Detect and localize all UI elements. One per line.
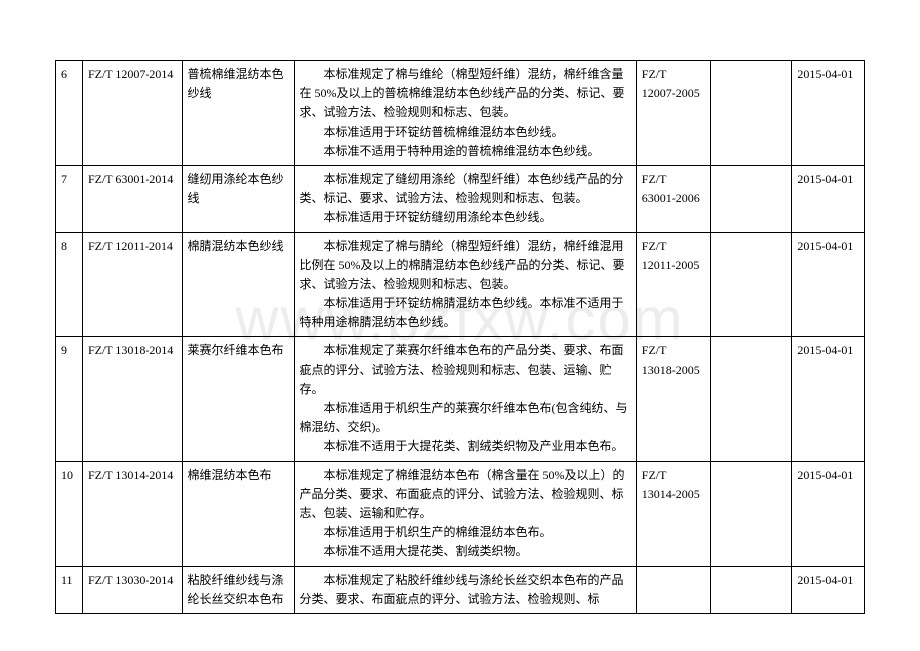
cell-code: FZ/T 13030-2014 (82, 566, 182, 613)
table-row: 9 FZ/T 13018-2014 莱赛尔纤维本色布 本标准规定了莱赛尔纤维本色… (56, 337, 865, 461)
cell-replaced: FZ/T 13014-2005 (636, 461, 711, 566)
cell-name: 粘胶纤维纱线与涤纶长丝交织本色布 (182, 566, 294, 613)
cell-date: 2015-04-01 (792, 566, 865, 613)
cell-name: 普梳棉维混纺本色纱线 (182, 61, 294, 166)
cell-desc: 本标准规定了莱赛尔纤维本色布的产品分类、要求、布面疵点的评分、试验方法、检验规则… (294, 337, 636, 461)
cell-replaced: FZ/T 12011-2005 (636, 232, 711, 337)
cell-date: 2015-04-01 (792, 461, 865, 566)
table-row: 6 FZ/T 12007-2014 普梳棉维混纺本色纱线 本标准规定了棉与维纶（… (56, 61, 865, 166)
standards-table: 6 FZ/T 12007-2014 普梳棉维混纺本色纱线 本标准规定了棉与维纶（… (55, 60, 865, 614)
cell-desc: 本标准规定了棉与维纶（棉型短纤维）混纺，棉纤维含量在 50%及以上的普梳棉维混纺… (294, 61, 636, 166)
cell-idx: 9 (56, 337, 83, 461)
cell-idx: 7 (56, 165, 83, 232)
cell-empty (711, 337, 792, 461)
cell-empty (711, 232, 792, 337)
cell-date: 2015-04-01 (792, 61, 865, 166)
cell-idx: 10 (56, 461, 83, 566)
table-row: 7 FZ/T 63001-2014 缝纫用涤纶本色纱线 本标准规定了缝纫用涤纶（… (56, 165, 865, 232)
cell-name: 缝纫用涤纶本色纱线 (182, 165, 294, 232)
table-body: 6 FZ/T 12007-2014 普梳棉维混纺本色纱线 本标准规定了棉与维纶（… (56, 61, 865, 614)
cell-replaced: FZ/T 63001-2006 (636, 165, 711, 232)
cell-code: FZ/T 12011-2014 (82, 232, 182, 337)
table-row: 8 FZ/T 12011-2014 棉腈混纺本色纱线 本标准规定了棉与腈纶（棉型… (56, 232, 865, 337)
cell-idx: 11 (56, 566, 83, 613)
cell-desc: 本标准规定了棉维混纺本色布（棉含量在 50%及以上）的产品分类、要求、布面疵点的… (294, 461, 636, 566)
cell-date: 2015-04-01 (792, 232, 865, 337)
cell-empty (711, 461, 792, 566)
cell-replaced: FZ/T 13018-2005 (636, 337, 711, 461)
cell-name: 棉腈混纺本色纱线 (182, 232, 294, 337)
cell-empty (711, 165, 792, 232)
table-row: 10 FZ/T 13014-2014 棉维混纺本色布 本标准规定了棉维混纺本色布… (56, 461, 865, 566)
cell-code: FZ/T 63001-2014 (82, 165, 182, 232)
cell-name: 棉维混纺本色布 (182, 461, 294, 566)
cell-replaced (636, 566, 711, 613)
cell-code: FZ/T 12007-2014 (82, 61, 182, 166)
cell-desc: 本标准规定了粘胶纤维纱线与涤纶长丝交织本色布的产品分类、要求、布面疵点的评分、试… (294, 566, 636, 613)
table-row: 11 FZ/T 13030-2014 粘胶纤维纱线与涤纶长丝交织本色布 本标准规… (56, 566, 865, 613)
cell-desc: 本标准规定了棉与腈纶（棉型短纤维）混纺，棉纤维混用比例在 50%及以上的棉腈混纺… (294, 232, 636, 337)
cell-empty (711, 566, 792, 613)
cell-date: 2015-04-01 (792, 165, 865, 232)
cell-name: 莱赛尔纤维本色布 (182, 337, 294, 461)
cell-idx: 6 (56, 61, 83, 166)
cell-code: FZ/T 13018-2014 (82, 337, 182, 461)
cell-idx: 8 (56, 232, 83, 337)
cell-date: 2015-04-01 (792, 337, 865, 461)
cell-replaced: FZ/T 12007-2005 (636, 61, 711, 166)
cell-desc: 本标准规定了缝纫用涤纶（棉型纤维）本色纱线产品的分类、标记、要求、试验方法、检验… (294, 165, 636, 232)
cell-empty (711, 61, 792, 166)
cell-code: FZ/T 13014-2014 (82, 461, 182, 566)
